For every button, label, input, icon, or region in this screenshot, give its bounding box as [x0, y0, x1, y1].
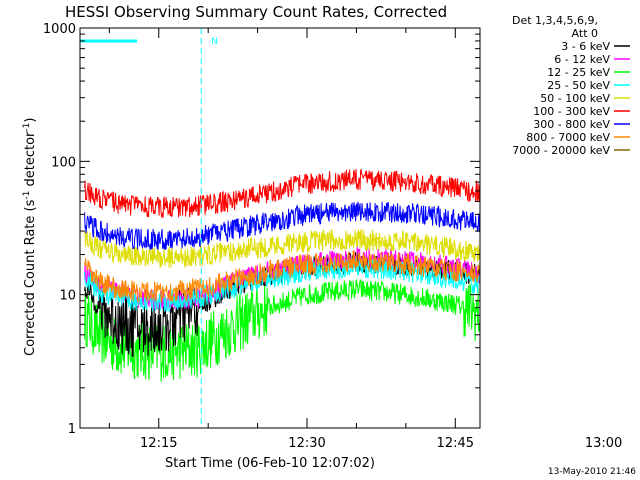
legend-header-line-2: Att 0 — [572, 27, 598, 40]
series-line-300-800-kev — [84, 201, 480, 251]
legend-entry-label: 50 - 100 keV — [540, 92, 610, 105]
y-tick-label: 1000 — [43, 22, 76, 37]
series-line-800-7000-kev — [84, 250, 480, 303]
x-tick-label: 12:45 — [437, 436, 474, 451]
y-axis-label: Corrected Count Rate (s-1 detector-1) — [22, 118, 38, 356]
x-axis-label: Start Time (06-Feb-10 12:07:02) — [165, 456, 375, 471]
y-axis-label-exponent-2: -1 — [22, 123, 32, 132]
legend-entry-label: 12 - 25 keV — [547, 66, 610, 79]
legend-entry-label: 300 - 800 keV — [533, 118, 610, 131]
legend-entry-label: 25 - 50 keV — [547, 79, 610, 92]
y-axis-label-end: ) — [23, 118, 38, 123]
y-axis-label-main: Corrected Count Rate (s — [23, 199, 38, 356]
series-group — [84, 168, 480, 382]
legend-header-line-1: Det 1,3,4,5,6,9, — [512, 14, 598, 27]
series-line-12-25-kev — [84, 278, 480, 382]
plot-frame — [79, 27, 481, 429]
y-tick-label: 100 — [51, 155, 76, 170]
x-tick-label: 12:30 — [288, 436, 325, 451]
legend-entry-label: 100 - 300 keV — [533, 105, 610, 118]
y-axis-label-exponent-1: -1 — [22, 191, 32, 200]
series-line-100-300-kev — [84, 168, 480, 219]
legend-entry-label: 3 - 6 keV — [561, 40, 610, 53]
x-tick-label: 12:15 — [140, 436, 177, 451]
footer-timestamp: 13-May-2010 21:46 — [548, 467, 636, 477]
y-tick-label: 1 — [68, 422, 76, 437]
series-line-50-100-kev — [84, 228, 480, 269]
legend-entry-label: 6 - 12 keV — [554, 53, 610, 66]
legend-entry-label: 7000 - 20000 keV — [512, 144, 610, 157]
y-tick-label: 10 — [59, 289, 76, 304]
chart-title: HESSI Observing Summary Count Rates, Cor… — [65, 3, 447, 21]
series-line-6-12-kev — [84, 246, 480, 312]
x-tick-label: 13:00 — [585, 436, 622, 451]
night-label: N — [211, 37, 218, 47]
legend-entry-label: 800 - 7000 keV — [526, 131, 610, 144]
plot-area: N — [80, 28, 480, 428]
y-axis-label-middle: detector — [23, 131, 38, 191]
axis-ticks: 110100100012:1512:3012:4513:0013:1513:30… — [43, 22, 622, 451]
